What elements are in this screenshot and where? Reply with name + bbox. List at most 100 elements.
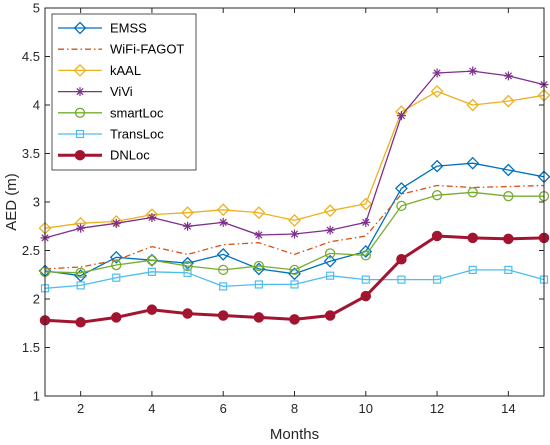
data-point: [289, 314, 300, 325]
y-tick-label: 2.5: [22, 243, 40, 258]
data-point: [501, 163, 515, 177]
data-point: [325, 225, 335, 235]
data-point: [216, 247, 230, 261]
data-point: [432, 68, 442, 78]
data-point: [467, 187, 478, 198]
legend-marker: [73, 63, 87, 77]
y-tick-label: 3: [33, 195, 40, 210]
series-line-wifi-fagot: [44, 184, 545, 270]
x-tick-label: 6: [220, 401, 227, 416]
data-point: [289, 264, 300, 276]
series-wifi-fagot: [44, 184, 545, 270]
legend-marker: [74, 107, 86, 118]
data-point: [109, 250, 123, 264]
y-tick-label: 4.5: [22, 49, 40, 64]
data-point: [395, 182, 408, 195]
legend-label-vivi: ViVi: [110, 84, 133, 99]
data-point: [361, 275, 370, 284]
x-tick-label: 14: [501, 401, 515, 416]
legend-marker: [75, 129, 85, 139]
x-axis-title: Months: [270, 426, 319, 443]
data-point: [396, 253, 407, 265]
data-point: [501, 94, 515, 108]
data-point: [360, 250, 371, 261]
data-point: [75, 267, 86, 278]
legend-label-transloc: TransLoc: [110, 127, 164, 142]
x-ticks: 2 4 6 8 10 12 14: [77, 8, 516, 416]
y-tick-label: 4: [33, 98, 40, 113]
data-point: [74, 269, 88, 283]
data-point: [252, 206, 266, 220]
data-point: [468, 265, 477, 274]
legend-label-emss: EMSS: [110, 21, 147, 36]
data-point: [216, 203, 230, 217]
legend-marker: [73, 21, 87, 35]
data-point: [432, 275, 442, 284]
data-point: [254, 280, 263, 289]
data-point: [290, 280, 299, 289]
y-tick-label: 1.5: [22, 340, 40, 355]
data-point: [290, 229, 299, 239]
data-point: [467, 232, 478, 244]
x-tick-label: 12: [430, 401, 444, 416]
data-point: [146, 304, 158, 315]
legend-marker: [74, 149, 86, 161]
data-point: [112, 273, 121, 282]
series-dnloc: [39, 230, 550, 328]
x-tick-label: 4: [148, 401, 155, 416]
data-point: [75, 317, 86, 328]
data-point: [323, 254, 337, 268]
legend-label-wifi-fagot: WiFi-FAGOT: [110, 42, 184, 57]
data-point: [288, 214, 301, 227]
data-point: [253, 260, 265, 272]
data-point: [503, 191, 514, 202]
data-point: [147, 213, 157, 223]
y-ticks: 1 1.5 2 2.5 3 3.5 4 4.5 5: [22, 1, 544, 404]
data-point: [396, 200, 407, 212]
data-point: [324, 310, 336, 321]
data-point: [252, 262, 266, 276]
data-point: [219, 282, 228, 291]
series-line-smartloc: [44, 191, 544, 274]
x-tick-label: 2: [77, 401, 84, 416]
legend-label-kaal: kAAL: [110, 63, 141, 78]
series-line-kaal: [44, 90, 545, 229]
data-point: [468, 66, 478, 76]
data-point: [360, 290, 372, 302]
data-point: [181, 206, 194, 220]
legend-label-dnloc: DNLoc: [110, 148, 150, 163]
x-tick-label: 10: [359, 401, 373, 416]
data-point: [359, 197, 373, 211]
data-point: [182, 308, 193, 319]
data-point: [218, 264, 229, 276]
legend-marker: [75, 87, 85, 97]
data-point: [361, 217, 371, 227]
data-point: [431, 190, 443, 201]
y-tick-label: 3.5: [22, 146, 40, 161]
data-point: [253, 312, 265, 323]
y-axis-title: AED (m): [3, 173, 20, 231]
data-point: [324, 248, 336, 259]
data-point: [503, 233, 514, 245]
data-point: [503, 71, 513, 81]
data-point: [182, 260, 193, 272]
series-line-transloc: [44, 269, 545, 289]
data-point: [111, 312, 122, 323]
data-point: [111, 218, 121, 228]
data-point: [181, 256, 194, 270]
data-point: [147, 267, 157, 276]
data-point: [111, 259, 122, 271]
x-tick-label: 8: [291, 401, 298, 416]
y-tick-label: 1: [33, 389, 40, 404]
data-point: [323, 204, 337, 218]
data-point: [218, 217, 228, 227]
series-smartloc: [39, 187, 550, 278]
data-point: [466, 98, 480, 112]
data-point: [430, 85, 444, 98]
data-point: [326, 271, 335, 280]
data-point: [504, 265, 513, 274]
legend: EMSS WiFi-FAGOT kAAL ViVi smartLoc TransLoc DN…: [51, 13, 197, 171]
data-point: [146, 255, 158, 266]
data-point: [217, 310, 229, 321]
data-point: [430, 159, 444, 173]
